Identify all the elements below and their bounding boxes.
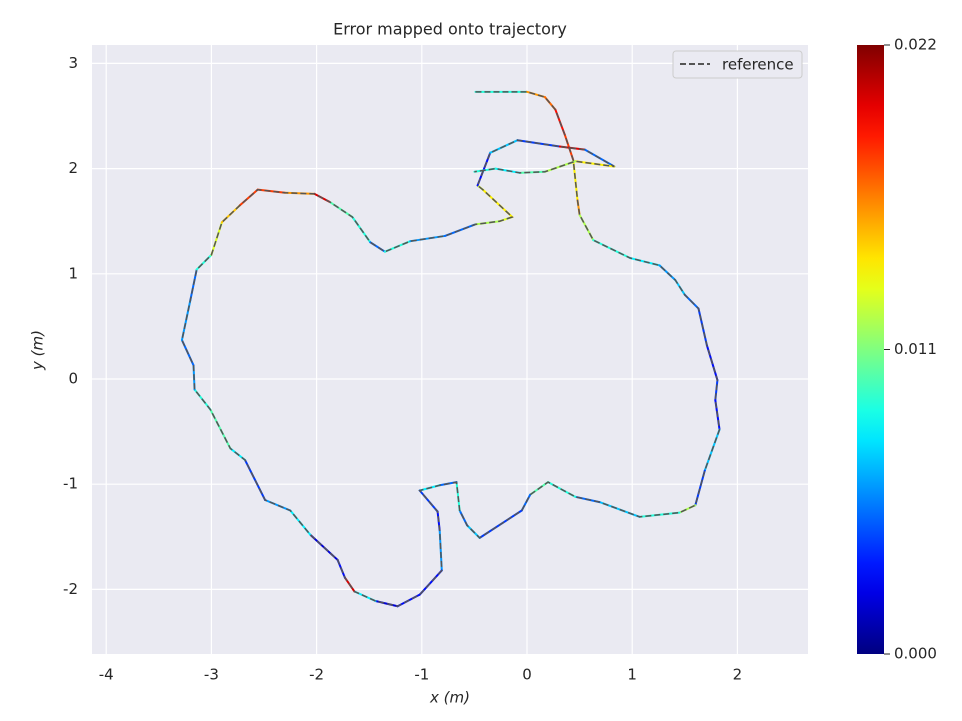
- trajectory-segment: [418, 489, 439, 513]
- chart-title: Error mapped onto trajectory: [333, 20, 567, 39]
- legend: reference: [672, 50, 803, 79]
- colorbar-tick-label: 0.022: [894, 36, 937, 54]
- x-tick-label: -3: [204, 666, 219, 684]
- x-tick-label: 2: [733, 666, 743, 684]
- y-tick-label: 2: [68, 159, 78, 177]
- colorbar: [857, 45, 884, 654]
- x-tick-label: 1: [627, 666, 637, 684]
- y-tick-label: 0: [68, 370, 78, 388]
- x-tick-label: -2: [309, 666, 324, 684]
- x-axis-label: x (m): [429, 689, 470, 707]
- y-tick-label: 3: [68, 54, 78, 72]
- plot-area: [92, 45, 808, 654]
- trajectory-segment: [474, 220, 501, 226]
- x-tick-label: -4: [99, 666, 114, 684]
- y-tick-label: -2: [63, 580, 78, 598]
- y-tick-label: -1: [63, 475, 78, 493]
- y-axis-label: y (m): [29, 330, 47, 371]
- reference-line: [181, 91, 721, 608]
- trajectory-segment: [264, 498, 292, 512]
- colorbar-tick-label: 0.011: [894, 340, 937, 358]
- legend-label: reference: [722, 56, 794, 74]
- colorbar-tick-label: 0.000: [894, 645, 937, 663]
- legend-box: [672, 50, 803, 79]
- y-tick-label: 1: [68, 264, 78, 282]
- x-tick-label: 0: [522, 666, 532, 684]
- trajectory-segment: [518, 170, 546, 174]
- trajectory-segment: [256, 188, 287, 194]
- x-tick-label: -1: [414, 666, 429, 684]
